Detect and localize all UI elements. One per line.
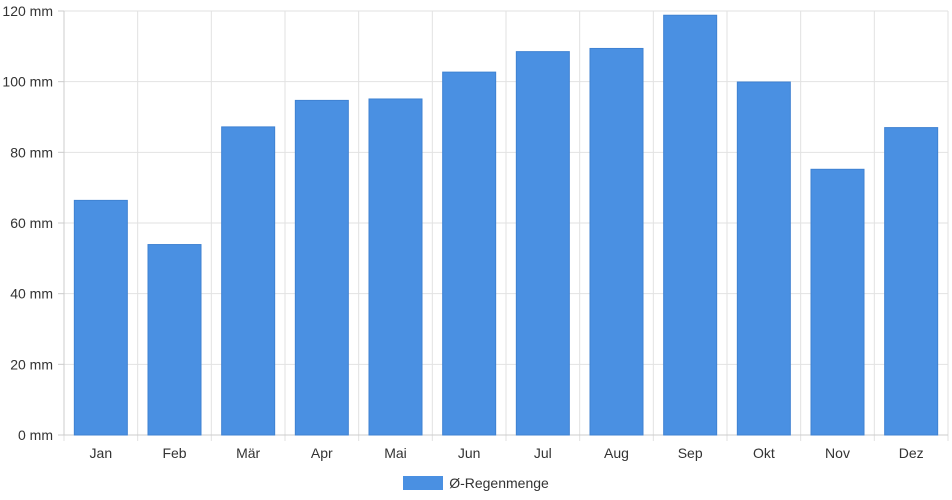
bar-mai[interactable] xyxy=(368,98,423,436)
bar-sep[interactable] xyxy=(663,14,718,436)
x-tick-label: Nov xyxy=(825,445,850,461)
bar-jan[interactable] xyxy=(73,199,128,436)
bar-feb[interactable] xyxy=(147,244,202,436)
x-tick-label: Feb xyxy=(162,445,186,461)
x-tick-label: Jan xyxy=(90,445,113,461)
x-tick-label: Jun xyxy=(458,445,481,461)
x-tick-label: Jul xyxy=(534,445,552,461)
bar-nov[interactable] xyxy=(810,168,865,436)
x-tick-label: Mai xyxy=(384,445,407,461)
y-tick-label: 20 mm xyxy=(10,356,53,372)
x-tick-label: Dez xyxy=(899,445,924,461)
y-tick-label: 60 mm xyxy=(10,215,53,231)
bar-apr[interactable] xyxy=(294,99,349,436)
y-tick-labels: 0 mm 20 mm 40 mm 60 mm 80 mm 100 mm 120 mm xyxy=(2,3,53,443)
axes xyxy=(58,10,948,436)
x-tick-label: Mär xyxy=(236,445,260,461)
x-tick-label: Sep xyxy=(678,445,703,461)
legend-swatch[interactable] xyxy=(403,476,444,490)
y-tick-label: 0 mm xyxy=(18,427,53,443)
bar-jun[interactable] xyxy=(442,71,497,436)
bar-mär[interactable] xyxy=(221,126,276,436)
legend[interactable]: Ø-Regenmenge xyxy=(0,472,952,494)
legend-label[interactable]: Ø-Regenmenge xyxy=(449,475,549,491)
grid-lines xyxy=(63,10,949,441)
y-tick-label: 120 mm xyxy=(2,3,53,19)
y-tick-label: 80 mm xyxy=(10,144,53,160)
bar-okt[interactable] xyxy=(736,81,791,436)
x-tick-label: Apr xyxy=(311,445,333,461)
bars xyxy=(73,14,939,436)
bar-aug[interactable] xyxy=(589,47,644,436)
x-tick-label: Aug xyxy=(604,445,629,461)
x-tick-labels: Jan Feb Mär Apr Mai Jun Jul Aug Sep Okt Nov Dez xyxy=(90,445,924,461)
x-tick-label: Okt xyxy=(753,445,775,461)
bar-jul[interactable] xyxy=(515,51,570,436)
bar-dez[interactable] xyxy=(884,127,939,436)
y-tick-label: 100 mm xyxy=(2,74,53,90)
bar-chart: 0 mm 20 mm 40 mm 60 mm 80 mm 100 mm 120 mm Jan… xyxy=(2,3,949,461)
y-tick-label: 40 mm xyxy=(10,286,53,302)
